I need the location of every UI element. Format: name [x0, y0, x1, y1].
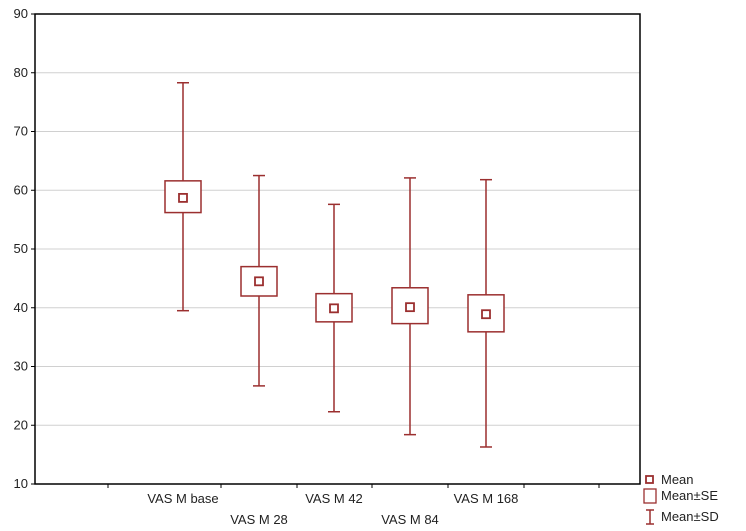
legend-mean-symbol: [645, 475, 654, 484]
category-group: [391, 177, 429, 436]
y-tick-label: 70: [14, 124, 28, 139]
y-tick-label: 60: [14, 182, 28, 197]
y-tick-label: 50: [14, 241, 28, 256]
y-tick-label: 40: [14, 300, 28, 315]
y-tick-label: 20: [14, 417, 28, 432]
x-category-label: VAS M 84: [381, 512, 439, 527]
mean-marker: [329, 303, 339, 314]
category-group: [467, 178, 505, 448]
se-box: [391, 287, 429, 325]
y-tick-label: 30: [14, 359, 28, 374]
mean-marker: [405, 302, 415, 313]
y-tick-label: 10: [14, 476, 28, 491]
legend-item: Mean±SD: [646, 509, 719, 525]
plot-frame: [34, 13, 641, 485]
series: [164, 81, 505, 448]
se-box: [164, 180, 202, 214]
x-category-label: VAS M 42: [305, 491, 363, 506]
category-group: [315, 203, 353, 413]
legend-item: Mean±SE: [643, 488, 718, 504]
category-group: [164, 81, 202, 312]
legend-label: Mean: [661, 472, 694, 487]
mean-marker: [178, 192, 188, 203]
se-box: [467, 294, 505, 333]
legend-label: Mean±SE: [661, 488, 718, 503]
mean-marker: [254, 276, 264, 287]
se-box: [315, 292, 353, 323]
category-group: [240, 174, 278, 387]
mean-marker: [481, 309, 491, 320]
y-tick-label: 80: [14, 65, 28, 80]
se-box: [240, 265, 278, 297]
gridlines: [35, 72, 640, 426]
x-category-label: VAS M 28: [230, 512, 288, 527]
legend-label: Mean±SD: [661, 509, 719, 524]
legend-item: Mean: [645, 472, 694, 487]
axes: 10 20 30 40 50 60 70 80 90 VAS M base VAS M 28 VAS …: [14, 6, 641, 527]
y-tick-label: 90: [14, 6, 28, 21]
x-category-label: VAS M base: [147, 491, 218, 506]
x-category-label: VAS M 168: [454, 491, 519, 506]
legend-se-symbol: [643, 488, 657, 504]
